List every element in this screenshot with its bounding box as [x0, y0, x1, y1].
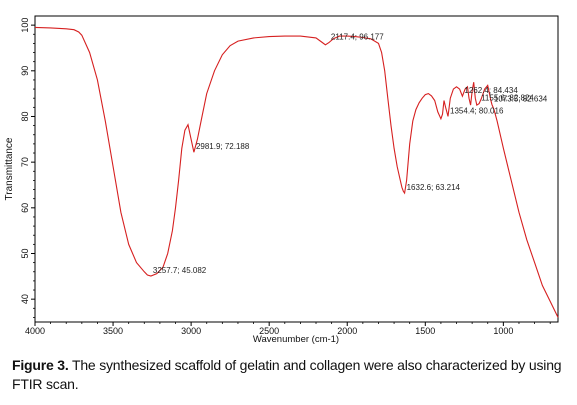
x-tick-label-2000: 2000 [337, 326, 357, 336]
x-axis-label: Wavenumber (cm-1) [253, 334, 339, 345]
x-tick-label-2500: 2500 [259, 326, 279, 336]
y-tick-label-40: 40 [20, 294, 30, 304]
y-tick-label-100: 100 [20, 18, 30, 33]
caption-text: The synthesized scaffold of gelatin and … [12, 357, 562, 392]
y-tick-label-50: 50 [20, 248, 30, 258]
peak-label-5: 1262.4; 84.434 [464, 86, 518, 95]
peak-label-1: 2981.9; 72.188 [196, 142, 250, 151]
y-axis-label: Transmittance [4, 137, 15, 200]
peak-label-2: 3257.7; 45.082 [153, 266, 207, 275]
y-tick-label-60: 60 [20, 203, 30, 213]
peak-label-6: 1155.6; 82.824 [481, 94, 534, 103]
ftir-chart: 4000 3500 3000 2500 2000 1500 1000 40 50 60 70 80 90… [4, 15, 559, 345]
x-tick-label-4000: 4000 [25, 326, 45, 336]
x-tick-label-1500: 1500 [415, 326, 435, 336]
x-tick-label-1000: 1000 [493, 326, 513, 336]
y-tick-label-90: 90 [20, 66, 30, 76]
peak-label-4: 1354.4; 80.016 [450, 106, 504, 115]
peak-label-7: 1073.5; 82.634 [494, 94, 548, 103]
peak-label-3: 1632.6; 63.214 [407, 183, 461, 192]
spectrum-line [34, 26, 559, 318]
peak-label-0: 2117.4; 96.177 [331, 33, 384, 42]
x-tick-label-3500: 3500 [103, 326, 123, 336]
figure-caption: Figure 3. The synthesized scaffold of ge… [12, 356, 568, 394]
y-tick-label-80: 80 [20, 111, 30, 121]
x-tick-label-3000: 3000 [181, 326, 201, 336]
y-tick-label-70: 70 [20, 157, 30, 167]
caption-label: Figure 3. [12, 357, 69, 373]
plot-frame [34, 15, 559, 323]
